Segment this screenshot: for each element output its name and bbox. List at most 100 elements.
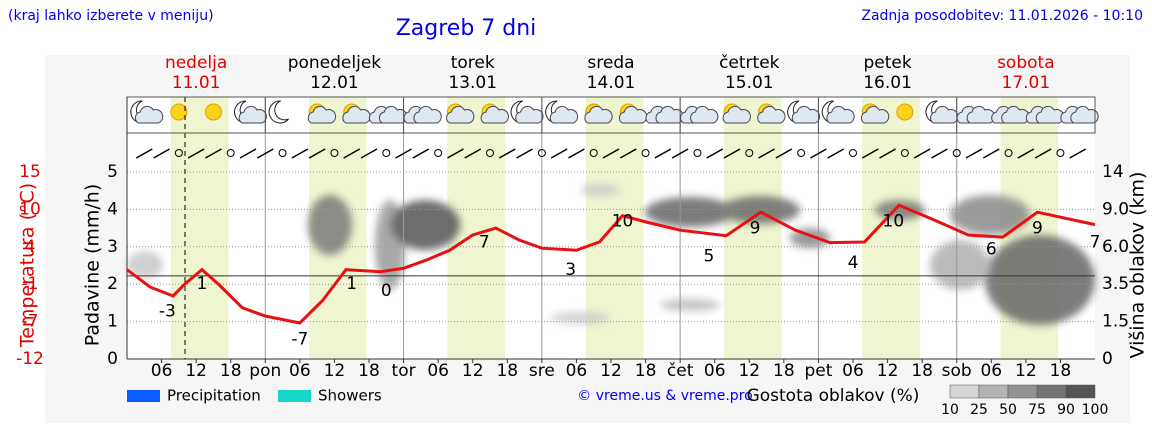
- x-tick-label: čet: [667, 361, 694, 381]
- barb: [205, 148, 222, 159]
- cloud: [826, 105, 855, 124]
- barb: [827, 148, 845, 159]
- barb: [412, 148, 430, 159]
- temperature-label: 1: [346, 274, 357, 294]
- barb: [602, 148, 620, 159]
- day-name: nedelja: [165, 53, 227, 73]
- cloud-tick-label: 1.5: [1102, 312, 1129, 332]
- barb: [343, 148, 361, 159]
- barb: [931, 148, 948, 159]
- x-tick-label: 12: [462, 361, 484, 381]
- precip-tick-label: 0: [107, 349, 118, 369]
- calm: [226, 149, 235, 157]
- x-tick-label: sre: [529, 361, 555, 381]
- note: (kraj lahko izberete v meniju): [8, 8, 214, 24]
- legend-label: Precipitation: [167, 387, 261, 405]
- cloud-tick-label: 0: [1102, 349, 1113, 369]
- calm: [278, 149, 287, 157]
- density-swatch: [1007, 384, 1038, 399]
- calm: [486, 149, 494, 157]
- temperature-label: 9: [750, 219, 761, 239]
- temperature-label: 10: [883, 212, 905, 232]
- x-tick-label: 06: [704, 361, 726, 381]
- day-date: 12.01: [310, 73, 359, 93]
- calm: [589, 149, 598, 157]
- x-tick-label: sob: [942, 361, 972, 381]
- calm: [330, 149, 339, 157]
- barb: [861, 148, 879, 159]
- density-title: Gostota oblakov (%): [747, 386, 920, 406]
- barb: [447, 148, 464, 159]
- x-tick-label: 18: [911, 361, 933, 381]
- barb: [498, 148, 516, 159]
- calm: [174, 149, 183, 157]
- x-tick-label: 12: [1015, 361, 1037, 381]
- barb: [671, 148, 689, 159]
- barb: [360, 148, 378, 159]
- day-name: ponedeljek: [288, 53, 382, 73]
- x-tick-label: 18: [635, 361, 657, 381]
- density-tick-label: 25: [970, 402, 988, 418]
- precip-tick-label: 2: [107, 274, 118, 294]
- calm: [1056, 149, 1065, 157]
- calm: [434, 149, 443, 157]
- barb: [395, 148, 412, 159]
- calm: [745, 149, 754, 157]
- x-tick-label: 18: [773, 361, 795, 381]
- x-tick-label: 12: [185, 361, 207, 381]
- barb: [654, 148, 672, 159]
- temperature-label: -7: [291, 329, 308, 349]
- temperature-label: 4: [848, 253, 859, 273]
- temperature-label: 7: [479, 232, 490, 252]
- day-name: sobota: [997, 53, 1055, 73]
- temperature-label: 9: [1032, 219, 1043, 239]
- barb: [187, 148, 205, 159]
- barb: [308, 148, 326, 159]
- daylight: [170, 97, 229, 359]
- barb: [810, 148, 827, 159]
- barb: [619, 148, 637, 159]
- calm: [952, 149, 961, 157]
- barb: [135, 148, 153, 159]
- legend-label: Showers: [318, 387, 382, 405]
- day-date: 13.01: [448, 73, 497, 93]
- cloud: [134, 105, 164, 124]
- barb: [1034, 148, 1052, 159]
- density-tick-label: 10: [941, 402, 959, 418]
- x-tick-label: 12: [738, 361, 760, 381]
- cloud-tick-label: 9.0: [1102, 199, 1129, 219]
- barb: [464, 148, 482, 159]
- x-tick-label: 06: [980, 361, 1002, 381]
- cloud-tick-label: 14: [1102, 162, 1124, 182]
- precip-axis-title: Padavine (mm/h): [82, 184, 104, 347]
- density-tick-label: 75: [1028, 402, 1046, 418]
- y-tick-label: 4: [25, 237, 36, 257]
- calm: [641, 149, 650, 157]
- barb: [153, 148, 170, 159]
- precip-tick-label: 1: [107, 312, 118, 332]
- cloud: [690, 105, 719, 124]
- daylight: [862, 97, 920, 359]
- density-tick-label: 90: [1057, 402, 1075, 418]
- x-tick-label: 12: [600, 361, 622, 381]
- cloud: [307, 105, 337, 124]
- calm: [537, 149, 546, 157]
- barb: [1017, 148, 1035, 159]
- weather-icons: [130, 97, 1099, 133]
- x-tick-label: 12: [324, 361, 346, 381]
- barb: [982, 148, 1000, 159]
- density-tick-label: 100: [1082, 402, 1109, 418]
- barb: [256, 148, 274, 159]
- cloud: [515, 105, 544, 124]
- credit: © vreme.us & vreme.pro: [577, 388, 752, 404]
- cloud: [1070, 105, 1099, 124]
- density-swatch: [1065, 384, 1096, 399]
- density-swatch: [978, 384, 1009, 399]
- barb: [723, 148, 741, 159]
- calm: [849, 149, 857, 157]
- wind-row: [135, 148, 1087, 159]
- y-tick-label: -7: [22, 312, 39, 332]
- legend-swatch: [278, 390, 311, 402]
